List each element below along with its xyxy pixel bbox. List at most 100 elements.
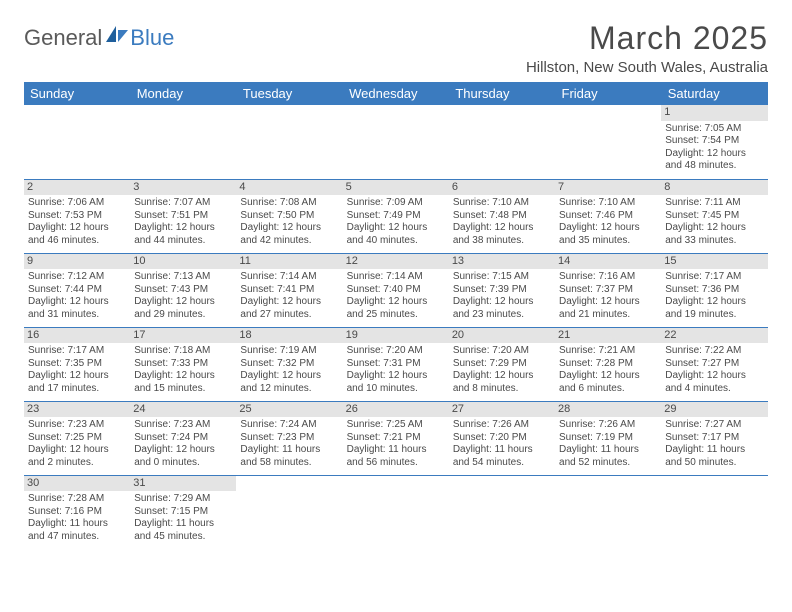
- sunrise-text: Sunrise: 7:20 AM: [453, 345, 551, 358]
- daylight-text: Daylight: 12 hours: [28, 370, 126, 383]
- sunset-text: Sunset: 7:50 PM: [240, 210, 338, 223]
- daylight-text: Daylight: 12 hours: [559, 370, 657, 383]
- sunset-text: Sunset: 7:39 PM: [453, 284, 551, 297]
- sunrise-text: Sunrise: 7:07 AM: [134, 197, 232, 210]
- daylight-text: Daylight: 12 hours: [134, 296, 232, 309]
- day-cell: 11Sunrise: 7:14 AMSunset: 7:41 PMDayligh…: [236, 253, 342, 327]
- daylight-text: and 12 minutes.: [240, 383, 338, 396]
- calendar-row: 2Sunrise: 7:06 AMSunset: 7:53 PMDaylight…: [24, 179, 768, 253]
- empty-cell: [24, 105, 130, 179]
- sunset-text: Sunset: 7:28 PM: [559, 358, 657, 371]
- day-cell: 4Sunrise: 7:08 AMSunset: 7:50 PMDaylight…: [236, 179, 342, 253]
- daylight-text: and 25 minutes.: [347, 309, 445, 322]
- calendar-head: SundayMondayTuesdayWednesdayThursdayFrid…: [24, 82, 768, 105]
- day-number: 13: [449, 254, 555, 270]
- sunset-text: Sunset: 7:33 PM: [134, 358, 232, 371]
- day-cell: 17Sunrise: 7:18 AMSunset: 7:33 PMDayligh…: [130, 327, 236, 401]
- daylight-text: Daylight: 11 hours: [240, 444, 338, 457]
- daylight-text: Daylight: 11 hours: [559, 444, 657, 457]
- day-cell: 18Sunrise: 7:19 AMSunset: 7:32 PMDayligh…: [236, 327, 342, 401]
- day-number: 10: [130, 254, 236, 270]
- daylight-text: Daylight: 12 hours: [665, 222, 763, 235]
- sunset-text: Sunset: 7:25 PM: [28, 432, 126, 445]
- daylight-text: Daylight: 12 hours: [28, 296, 126, 309]
- daylight-text: and 40 minutes.: [347, 235, 445, 248]
- daylight-text: and 10 minutes.: [347, 383, 445, 396]
- daylight-text: and 33 minutes.: [665, 235, 763, 248]
- daylight-text: and 56 minutes.: [347, 457, 445, 470]
- sunset-text: Sunset: 7:15 PM: [134, 506, 232, 519]
- daylight-text: Daylight: 11 hours: [665, 444, 763, 457]
- day-number: 19: [343, 328, 449, 344]
- sunset-text: Sunset: 7:37 PM: [559, 284, 657, 297]
- day-header: Saturday: [661, 82, 767, 105]
- daylight-text: Daylight: 12 hours: [28, 222, 126, 235]
- sunset-text: Sunset: 7:31 PM: [347, 358, 445, 371]
- logo-text-general: General: [24, 25, 102, 51]
- sunset-text: Sunset: 7:40 PM: [347, 284, 445, 297]
- day-number: 15: [661, 254, 767, 270]
- daylight-text: Daylight: 12 hours: [347, 296, 445, 309]
- day-cell: 10Sunrise: 7:13 AMSunset: 7:43 PMDayligh…: [130, 253, 236, 327]
- day-number: 17: [130, 328, 236, 344]
- day-number: 21: [555, 328, 661, 344]
- sunset-text: Sunset: 7:32 PM: [240, 358, 338, 371]
- daylight-text: Daylight: 12 hours: [665, 148, 763, 161]
- daylight-text: Daylight: 12 hours: [453, 370, 551, 383]
- daylight-text: and 47 minutes.: [28, 531, 126, 544]
- sunrise-text: Sunrise: 7:27 AM: [665, 419, 763, 432]
- daylight-text: and 21 minutes.: [559, 309, 657, 322]
- sunset-text: Sunset: 7:24 PM: [134, 432, 232, 445]
- daylight-text: and 17 minutes.: [28, 383, 126, 396]
- daylight-text: Daylight: 12 hours: [134, 370, 232, 383]
- daylight-text: Daylight: 11 hours: [28, 518, 126, 531]
- sunrise-text: Sunrise: 7:28 AM: [28, 493, 126, 506]
- day-cell: 23Sunrise: 7:23 AMSunset: 7:25 PMDayligh…: [24, 401, 130, 475]
- calendar-body: 1Sunrise: 7:05 AMSunset: 7:54 PMDaylight…: [24, 105, 768, 549]
- daylight-text: Daylight: 12 hours: [347, 370, 445, 383]
- daylight-text: Daylight: 12 hours: [665, 370, 763, 383]
- day-number: 1: [661, 105, 767, 121]
- calendar-row: 9Sunrise: 7:12 AMSunset: 7:44 PMDaylight…: [24, 253, 768, 327]
- day-number: 4: [236, 180, 342, 196]
- daylight-text: and 23 minutes.: [453, 309, 551, 322]
- calendar-row: 30Sunrise: 7:28 AMSunset: 7:16 PMDayligh…: [24, 475, 768, 549]
- sunrise-text: Sunrise: 7:19 AM: [240, 345, 338, 358]
- sunset-text: Sunset: 7:35 PM: [28, 358, 126, 371]
- sunrise-text: Sunrise: 7:23 AM: [28, 419, 126, 432]
- sunrise-text: Sunrise: 7:10 AM: [453, 197, 551, 210]
- empty-cell: [130, 105, 236, 179]
- day-cell: 2Sunrise: 7:06 AMSunset: 7:53 PMDaylight…: [24, 179, 130, 253]
- daylight-text: Daylight: 12 hours: [240, 370, 338, 383]
- sunset-text: Sunset: 7:51 PM: [134, 210, 232, 223]
- day-number: 31: [130, 476, 236, 492]
- sunrise-text: Sunrise: 7:15 AM: [453, 271, 551, 284]
- sunrise-text: Sunrise: 7:05 AM: [665, 123, 763, 136]
- sunset-text: Sunset: 7:36 PM: [665, 284, 763, 297]
- day-number: 23: [24, 402, 130, 418]
- sunrise-text: Sunrise: 7:08 AM: [240, 197, 338, 210]
- daylight-text: and 0 minutes.: [134, 457, 232, 470]
- empty-cell: [555, 105, 661, 179]
- day-number: 12: [343, 254, 449, 270]
- day-cell: 28Sunrise: 7:26 AMSunset: 7:19 PMDayligh…: [555, 401, 661, 475]
- day-cell: 30Sunrise: 7:28 AMSunset: 7:16 PMDayligh…: [24, 475, 130, 549]
- day-number: 20: [449, 328, 555, 344]
- sunrise-text: Sunrise: 7:20 AM: [347, 345, 445, 358]
- daylight-text: Daylight: 12 hours: [240, 296, 338, 309]
- logo-text-blue: Blue: [130, 25, 174, 51]
- daylight-text: Daylight: 12 hours: [559, 296, 657, 309]
- day-cell: 14Sunrise: 7:16 AMSunset: 7:37 PMDayligh…: [555, 253, 661, 327]
- daylight-text: Daylight: 12 hours: [240, 222, 338, 235]
- day-cell: 7Sunrise: 7:10 AMSunset: 7:46 PMDaylight…: [555, 179, 661, 253]
- day-cell: 24Sunrise: 7:23 AMSunset: 7:24 PMDayligh…: [130, 401, 236, 475]
- day-cell: 9Sunrise: 7:12 AMSunset: 7:44 PMDaylight…: [24, 253, 130, 327]
- sunset-text: Sunset: 7:20 PM: [453, 432, 551, 445]
- daylight-text: Daylight: 12 hours: [347, 222, 445, 235]
- sunset-text: Sunset: 7:27 PM: [665, 358, 763, 371]
- day-header: Thursday: [449, 82, 555, 105]
- sunrise-text: Sunrise: 7:06 AM: [28, 197, 126, 210]
- daylight-text: and 48 minutes.: [665, 160, 763, 173]
- sunrise-text: Sunrise: 7:24 AM: [240, 419, 338, 432]
- day-cell: 29Sunrise: 7:27 AMSunset: 7:17 PMDayligh…: [661, 401, 767, 475]
